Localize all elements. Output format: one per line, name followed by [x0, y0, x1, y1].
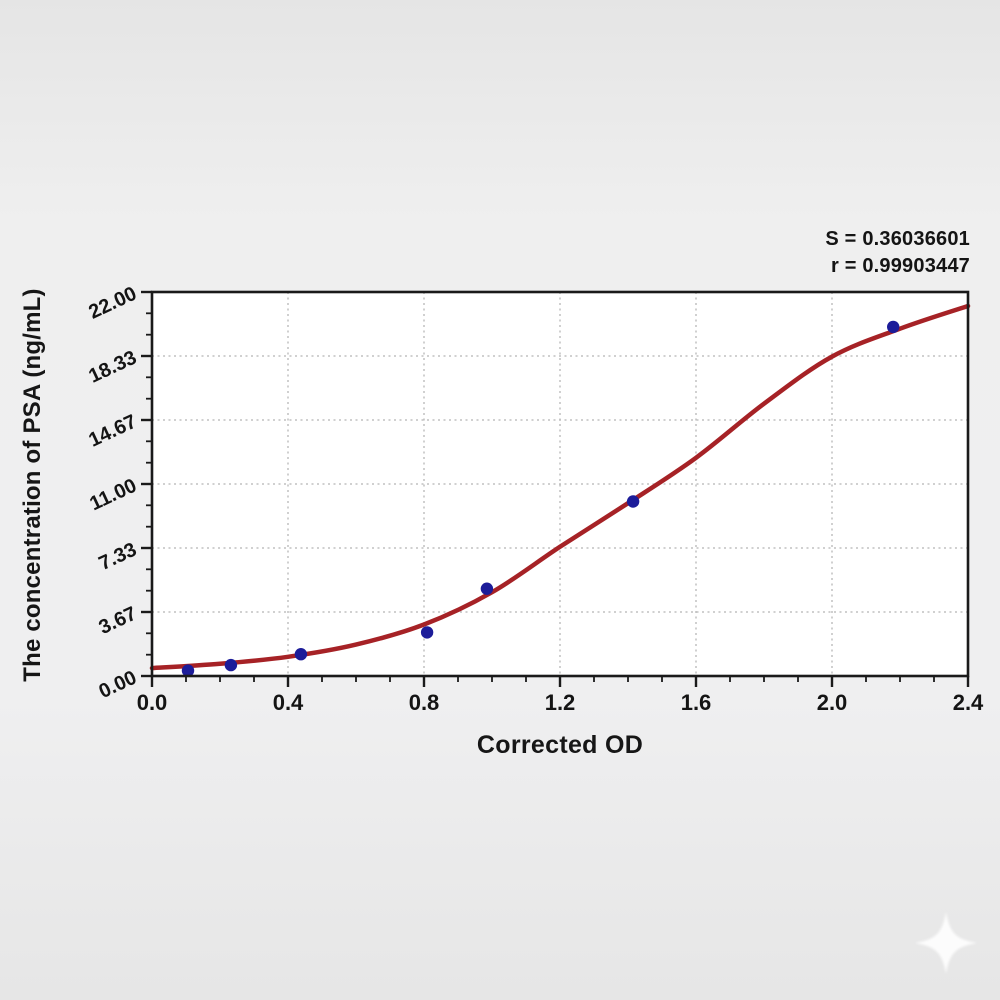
x-axis-title: Corrected OD — [476, 731, 644, 759]
x-tick-label: 1.6 — [681, 690, 712, 715]
x-tick-label: 0.0 — [137, 690, 168, 715]
y-axis-title: The concentration of PSA (ng/mL) — [19, 288, 46, 682]
y-tick-label: 14.67 — [85, 411, 140, 452]
x-tick-label: 2.0 — [817, 690, 848, 715]
data-point — [181, 664, 195, 677]
data-point — [480, 582, 494, 595]
x-tick-label: 0.8 — [409, 690, 440, 715]
y-tick-label: 11.00 — [86, 475, 140, 516]
x-tick-label: 2.4 — [953, 690, 984, 715]
y-tick-label: 22.00 — [85, 283, 140, 324]
data-point — [224, 658, 238, 672]
x-tick-label: 0.4 — [273, 690, 304, 715]
x-tick-label: 1.2 — [545, 690, 576, 715]
data-point — [294, 648, 308, 661]
y-tick-label: 0.00 — [96, 667, 141, 703]
y-tick-label: 18.33 — [85, 347, 140, 388]
plot-frame — [150, 290, 970, 678]
y-tick-label: 7.33 — [96, 539, 141, 575]
data-point — [887, 320, 900, 334]
fit-curve-line — [149, 303, 971, 671]
fit-r-value: r = 0.99903447 — [830, 255, 970, 277]
fit-s-value: S = 0.36036601 — [825, 228, 970, 250]
data-point — [420, 626, 434, 639]
fit-statistics: S = 0.36036601 r = 0.99903447 — [825, 226, 970, 280]
y-tick-label: 3.67 — [96, 603, 141, 639]
sparkle-watermark-icon — [914, 911, 978, 975]
data-point — [626, 495, 640, 508]
